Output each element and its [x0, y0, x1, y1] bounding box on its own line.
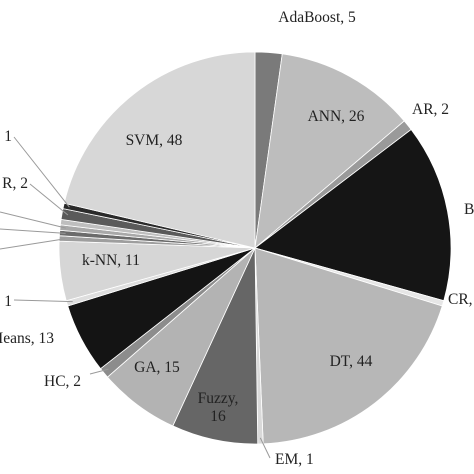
leader-line	[0, 228, 66, 234]
pie-slice-dt	[254, 247, 443, 445]
leader-line	[0, 211, 67, 229]
leader-line	[0, 238, 66, 250]
slice-label: R, 2	[2, 175, 28, 192]
slice-label: DT, 44	[330, 353, 373, 370]
leader-line	[259, 437, 271, 459]
slice-label: 1	[4, 293, 12, 310]
slice-label: AdaBoost, 5	[278, 9, 356, 26]
slice-label: 1	[4, 128, 12, 145]
slice-label: SVM, 48	[126, 132, 183, 149]
leader-line	[89, 368, 109, 375]
slice-label: EM, 1	[275, 451, 314, 468]
leader-line	[13, 299, 73, 303]
slice-label: k-NN, 11	[82, 252, 140, 269]
slice-label: B	[464, 201, 474, 218]
slice-label: GA, 15	[134, 359, 180, 376]
leader-line	[13, 136, 70, 208]
pie-slice-ann	[254, 53, 405, 249]
pie-slice-b	[254, 128, 452, 302]
slice-label: CR,	[448, 291, 473, 308]
pie-slice-svm	[63, 51, 256, 249]
slice-label: ANN, 26	[308, 108, 365, 125]
slice-label: Means, 13	[0, 330, 54, 347]
leader-line	[29, 183, 69, 216]
slice-label: Fuzzy, 16	[198, 390, 239, 425]
slice-label: AR, 2	[412, 101, 449, 118]
slice-label: HC, 2	[44, 373, 81, 390]
